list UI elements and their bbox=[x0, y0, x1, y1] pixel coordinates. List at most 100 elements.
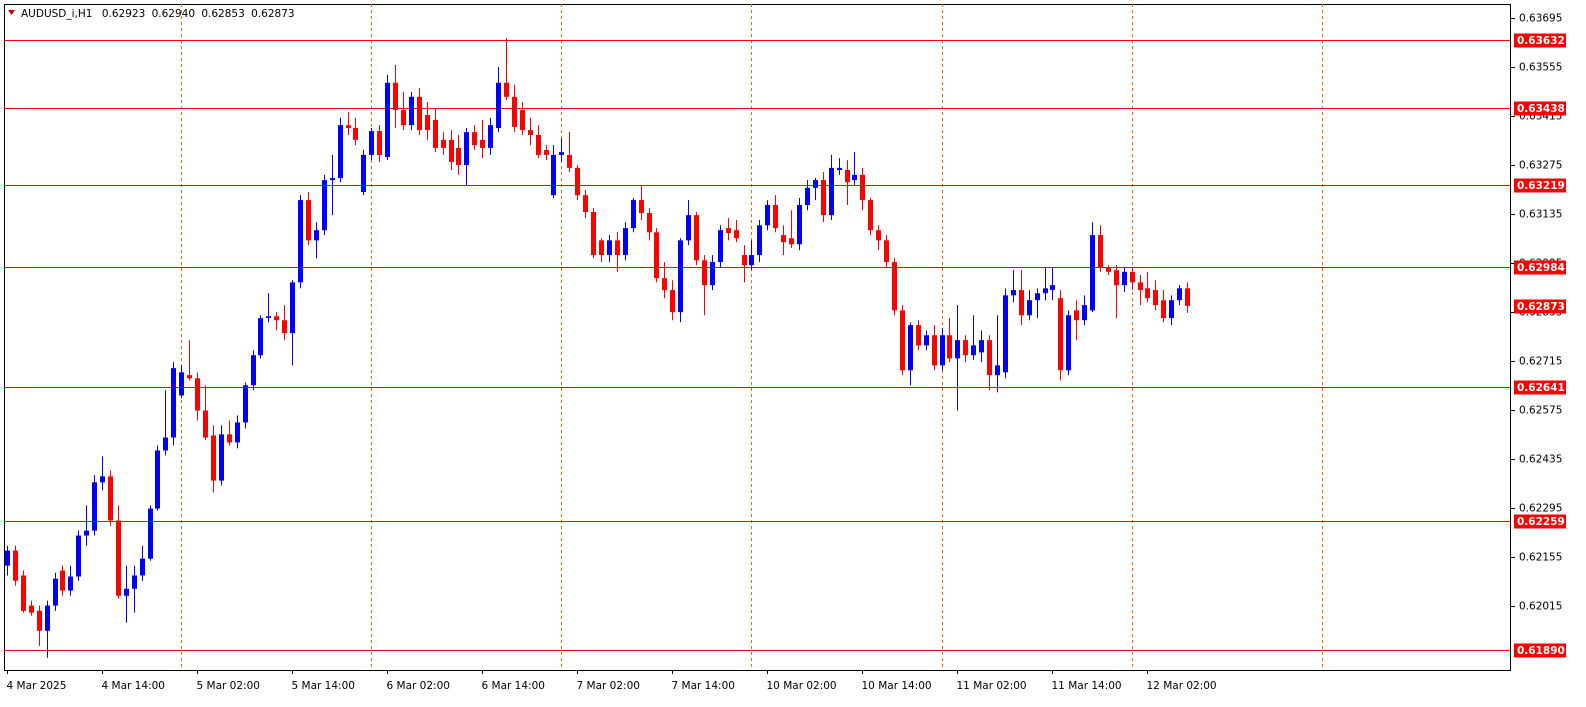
level-label-box bbox=[1514, 178, 1566, 193]
candle-body bbox=[710, 262, 715, 286]
candle-body bbox=[837, 167, 842, 170]
candle-body bbox=[258, 318, 263, 356]
candle-body bbox=[425, 115, 430, 131]
candle-body bbox=[353, 127, 358, 140]
candle-body bbox=[916, 325, 921, 346]
candle-body bbox=[892, 262, 897, 311]
candle-body bbox=[282, 320, 287, 334]
candle-body bbox=[1058, 298, 1063, 371]
level-label-box bbox=[1514, 101, 1566, 116]
candle-body bbox=[1035, 293, 1040, 301]
candle-body bbox=[21, 575, 26, 611]
candle-body bbox=[306, 200, 311, 241]
candle-body bbox=[583, 195, 588, 212]
x-tick-label: 6 Mar 02:00 bbox=[387, 680, 450, 692]
candle-body bbox=[947, 335, 952, 359]
candle-body bbox=[417, 96, 422, 131]
candle-body bbox=[1027, 300, 1032, 316]
candle-body bbox=[955, 340, 960, 359]
level-label: 0.63438 bbox=[1517, 103, 1565, 115]
candle-body bbox=[155, 450, 160, 509]
candle-body bbox=[757, 225, 762, 256]
candle-body bbox=[528, 130, 533, 135]
candle-body bbox=[544, 150, 549, 155]
candle-body bbox=[773, 204, 778, 229]
candle-body bbox=[789, 238, 794, 245]
candle-body bbox=[607, 240, 612, 256]
candle-body bbox=[84, 530, 89, 536]
x-tick-label: 11 Mar 02:00 bbox=[957, 680, 1027, 692]
y-tick-label: 0.62575 bbox=[1519, 405, 1562, 417]
candle-body bbox=[314, 230, 319, 241]
candle-body bbox=[1003, 295, 1008, 373]
candle-body bbox=[100, 476, 105, 483]
header-low: 0.62853 bbox=[201, 8, 244, 20]
candle-body bbox=[575, 167, 580, 196]
candle-body bbox=[1161, 300, 1166, 319]
candle-body bbox=[599, 240, 604, 256]
candle-body bbox=[274, 316, 279, 321]
candle-body bbox=[1043, 288, 1048, 294]
candle-body bbox=[662, 278, 667, 291]
candle-body bbox=[551, 154, 556, 196]
candle-body bbox=[322, 180, 327, 231]
candle-body bbox=[971, 345, 976, 356]
candle-body bbox=[1090, 235, 1095, 311]
candle-body bbox=[987, 340, 992, 376]
y-tick-label: 0.62295 bbox=[1519, 503, 1562, 515]
candle-body bbox=[742, 255, 747, 266]
level-label-box bbox=[1514, 380, 1566, 395]
candle-body bbox=[1138, 282, 1143, 291]
candle-body bbox=[92, 482, 97, 531]
x-tick-label: 6 Mar 14:00 bbox=[482, 680, 545, 692]
candle-body bbox=[132, 575, 137, 589]
level-label: 0.62641 bbox=[1517, 382, 1565, 394]
level-label-box bbox=[1514, 514, 1566, 529]
candle-body bbox=[385, 82, 390, 158]
candle-body bbox=[108, 476, 113, 521]
candle-body bbox=[1019, 290, 1024, 316]
candle-body bbox=[623, 228, 628, 256]
candle-body bbox=[702, 260, 707, 286]
candle-body bbox=[1177, 288, 1182, 301]
header-close: 0.62873 bbox=[251, 8, 294, 20]
candle-body bbox=[480, 139, 485, 148]
plot-frame bbox=[4, 4, 1511, 671]
level-label: 0.63219 bbox=[1517, 180, 1565, 192]
candle-body bbox=[361, 154, 366, 193]
candle-body bbox=[718, 230, 723, 263]
candle-body bbox=[1122, 271, 1127, 286]
candle-body bbox=[1050, 285, 1055, 291]
candle-body bbox=[1145, 288, 1150, 299]
candle-body bbox=[924, 335, 929, 346]
candle-body bbox=[1098, 235, 1103, 269]
x-tick-label: 4 Mar 14:00 bbox=[102, 680, 165, 692]
candle-body bbox=[140, 558, 145, 576]
candle-body bbox=[726, 228, 731, 234]
x-tick-label: 7 Mar 14:00 bbox=[672, 680, 735, 692]
candle-body bbox=[5, 550, 10, 566]
candle-body bbox=[456, 147, 461, 166]
candle-body bbox=[908, 325, 913, 371]
x-tick-label: 11 Mar 14:00 bbox=[1052, 680, 1122, 692]
level-label-box bbox=[1514, 260, 1566, 275]
candle-body bbox=[1011, 290, 1016, 296]
y-tick-label: 0.63555 bbox=[1519, 62, 1562, 74]
candle-body bbox=[298, 200, 303, 283]
x-tick-label: 12 Mar 02:00 bbox=[1147, 680, 1217, 692]
candle-body bbox=[512, 96, 517, 127]
x-tick-label: 10 Mar 14:00 bbox=[862, 680, 932, 692]
candle-body bbox=[559, 152, 564, 155]
symbol: AUDUSD_i,H1 bbox=[21, 8, 92, 20]
candle-body bbox=[1114, 270, 1119, 286]
candle-body bbox=[829, 167, 834, 216]
candle-body bbox=[464, 132, 469, 166]
candle-body bbox=[433, 119, 438, 148]
candle-body bbox=[330, 178, 335, 181]
candle-body bbox=[932, 335, 937, 366]
y-tick-label: 0.62435 bbox=[1519, 454, 1562, 466]
candle-body bbox=[591, 211, 596, 256]
candle-body bbox=[53, 578, 58, 606]
candle-body bbox=[338, 125, 343, 179]
